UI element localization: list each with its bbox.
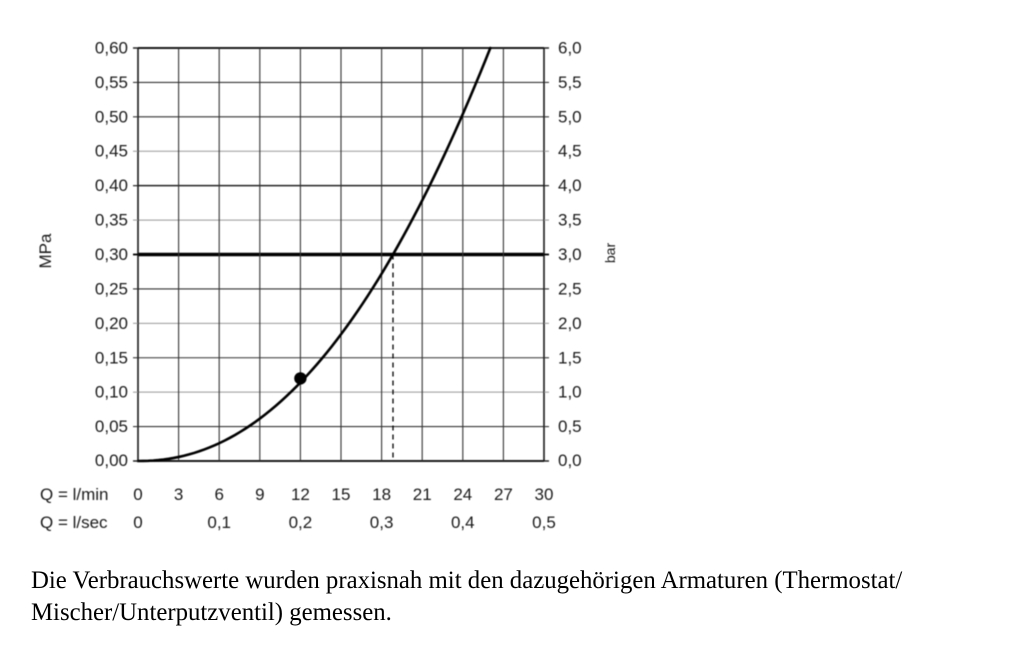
svg-text:0,40: 0,40 (95, 176, 128, 195)
svg-text:0,10: 0,10 (95, 383, 128, 402)
svg-text:1,0: 1,0 (558, 383, 582, 402)
svg-text:1,5: 1,5 (558, 348, 582, 367)
svg-text:2,5: 2,5 (558, 279, 582, 298)
svg-text:18: 18 (372, 485, 391, 504)
svg-text:0: 0 (133, 485, 142, 504)
svg-text:0,5: 0,5 (558, 417, 582, 436)
svg-text:Q = l/min: Q = l/min (40, 485, 109, 504)
svg-text:3,0: 3,0 (558, 245, 582, 264)
svg-text:Die Verbrauchswerte wurden pra: Die Verbrauchswerte wurden praxisnah mit… (31, 567, 902, 594)
svg-text:0,4: 0,4 (451, 513, 475, 532)
svg-text:0,35: 0,35 (95, 211, 128, 230)
svg-text:0,00: 0,00 (95, 451, 128, 470)
svg-text:9: 9 (255, 485, 264, 504)
svg-text:6,0: 6,0 (558, 39, 582, 58)
svg-text:0,2: 0,2 (289, 513, 313, 532)
svg-text:12: 12 (291, 485, 310, 504)
svg-text:Q = l/sec: Q = l/sec (40, 513, 108, 532)
svg-text:30: 30 (535, 485, 554, 504)
svg-text:0,60: 0,60 (95, 39, 128, 58)
svg-text:6: 6 (214, 485, 223, 504)
svg-text:0,05: 0,05 (95, 417, 128, 436)
svg-text:0,45: 0,45 (95, 142, 128, 161)
svg-text:21: 21 (413, 485, 432, 504)
svg-text:5,5: 5,5 (558, 73, 582, 92)
svg-text:4,0: 4,0 (558, 176, 582, 195)
svg-text:0,20: 0,20 (95, 314, 128, 333)
svg-text:24: 24 (453, 485, 472, 504)
svg-text:15: 15 (332, 485, 351, 504)
svg-text:0,0: 0,0 (558, 451, 582, 470)
svg-text:3,5: 3,5 (558, 211, 582, 230)
svg-text:0,25: 0,25 (95, 279, 128, 298)
svg-text:Mischer/Unterputzventil) gemes: Mischer/Unterputzventil) gemessen. (31, 599, 392, 626)
svg-text:5,0: 5,0 (558, 107, 582, 126)
svg-text:0,55: 0,55 (95, 73, 128, 92)
svg-text:0,50: 0,50 (95, 107, 128, 126)
svg-text:3: 3 (174, 485, 183, 504)
svg-text:bar: bar (602, 243, 618, 264)
svg-text:0,3: 0,3 (370, 513, 394, 532)
svg-text:0,15: 0,15 (95, 348, 128, 367)
svg-text:27: 27 (494, 485, 513, 504)
svg-text:0: 0 (133, 513, 142, 532)
svg-text:0,1: 0,1 (207, 513, 231, 532)
svg-text:2,0: 2,0 (558, 314, 582, 333)
svg-text:0,30: 0,30 (95, 245, 128, 264)
svg-text:MPa: MPa (36, 233, 55, 269)
svg-text:0,5: 0,5 (532, 513, 556, 532)
svg-text:4,5: 4,5 (558, 142, 582, 161)
